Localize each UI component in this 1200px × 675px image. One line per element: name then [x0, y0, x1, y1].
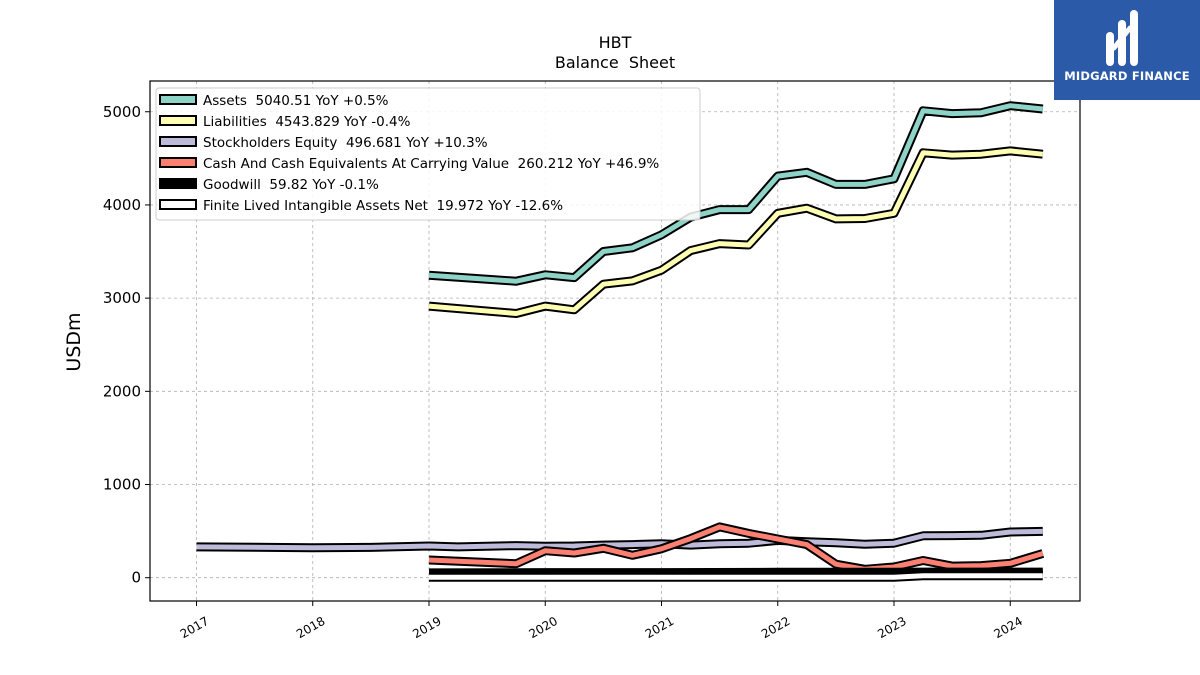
legend-label: Goodwill 59.82 YoY -0.1%	[203, 177, 379, 193]
y-tick-label: 0	[131, 569, 141, 587]
legend-label: Finite Lived Intangible Assets Net 19.97…	[203, 198, 563, 214]
legend-swatch	[159, 199, 197, 210]
x-tick-label: 2023	[875, 614, 908, 641]
legend: Assets 5040.51 YoY +0.5% Liabilities 4543…	[155, 87, 701, 221]
legend-label: Stockholders Equity 496.681 YoY +10.3%	[203, 135, 488, 151]
legend-swatch	[159, 136, 197, 147]
plot-frame	[149, 80, 1081, 602]
x-tick-label: 2017	[178, 614, 211, 641]
y-tick-label: 2000	[103, 382, 141, 400]
y-tick-label: 1000	[103, 476, 141, 494]
chart-title: HBT	[599, 33, 632, 52]
brand-logo: MIDGARD FINANCE	[1054, 0, 1200, 100]
x-tick-label: 2020	[527, 614, 560, 641]
x-tick-label: 2021	[643, 614, 676, 641]
x-tick-label: 2024	[992, 614, 1025, 641]
brand-name: MIDGARD FINANCE	[1064, 69, 1190, 83]
chart-subtitle: Balance Sheet	[555, 53, 675, 72]
legend-swatch	[159, 157, 197, 168]
y-tick-label: 5000	[103, 103, 141, 121]
legend-label: Cash And Cash Equivalents At Carrying Va…	[203, 156, 659, 172]
midgard-logo-icon	[1106, 10, 1138, 66]
x-tick-label: 2019	[410, 614, 443, 641]
legend-box	[155, 87, 701, 221]
series-line	[429, 573, 1043, 580]
x-tick-label: 2022	[759, 614, 792, 641]
series-line	[428, 148, 1044, 316]
series-line	[428, 524, 1044, 572]
y-axis-label: USDm	[63, 312, 85, 371]
x-tick-label: 2018	[294, 614, 327, 641]
y-tick-label: 4000	[103, 196, 141, 214]
series-line	[428, 103, 1044, 284]
legend-label: Liabilities 4543.829 YoY -0.4%	[203, 114, 411, 130]
y-tick-label: 3000	[103, 289, 141, 307]
legend-swatch	[159, 94, 197, 105]
series-line	[196, 528, 1043, 551]
legend-swatch	[159, 115, 197, 126]
plot-area	[196, 101, 1045, 582]
legend-label: Assets 5040.51 YoY +0.5%	[203, 93, 389, 109]
legend-swatch	[159, 178, 197, 189]
